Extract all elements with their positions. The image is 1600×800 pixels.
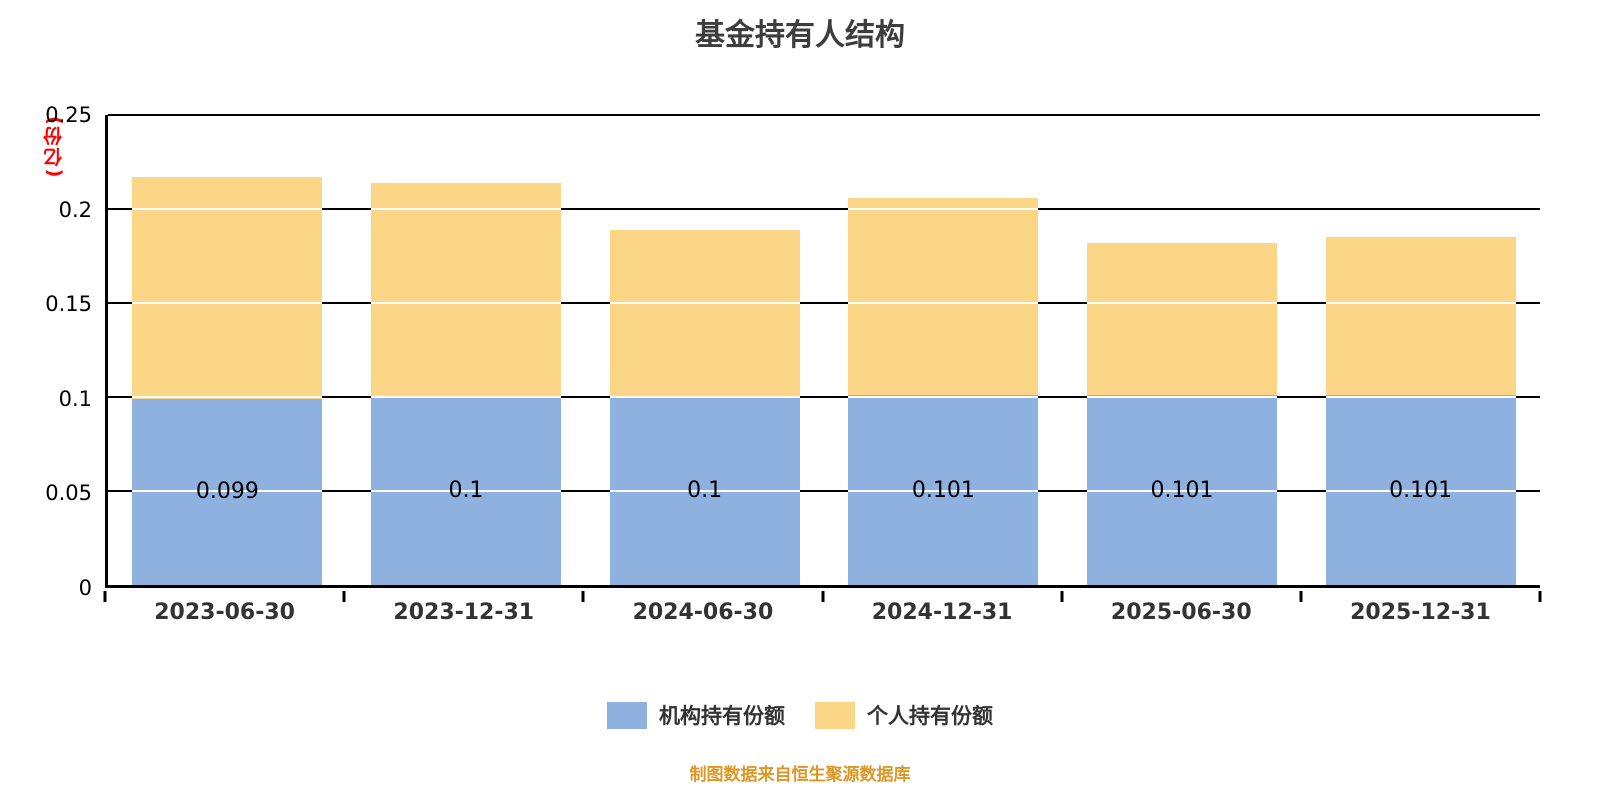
gridline-overlay <box>371 208 561 211</box>
gridline-overlay <box>609 302 800 305</box>
gridline-overlay <box>132 302 323 305</box>
legend-label-personal: 个人持有份额 <box>867 704 993 728</box>
x-category-label: 2023-06-30 <box>154 600 295 625</box>
gridline <box>108 490 1540 492</box>
bar-value-label: 0.101 <box>911 477 975 503</box>
bar-segment-personal[interactable] <box>371 182 561 397</box>
gridline-overlay <box>1325 490 1516 493</box>
y-tick-label: 0.25 <box>45 103 92 127</box>
x-category-label: 2024-06-30 <box>632 600 774 625</box>
y-tick-label: 0.15 <box>45 292 92 317</box>
plot-area: 0.099 0.1 0.1 0.101 0.101 0.101 <box>105 114 1540 588</box>
bar-stack[interactable]: 0.099 <box>132 177 323 585</box>
y-tick-label: 0.2 <box>58 197 92 222</box>
data-source-caption: 制图数据来自恒生聚源数据库 <box>689 765 911 785</box>
x-tick-mark <box>103 591 107 602</box>
x-category-label: 2023-12-31 <box>393 600 535 625</box>
y-axis-labels: 0 0.05 0.1 0.15 0.2 0.25 <box>0 103 92 600</box>
gridline <box>108 302 1540 304</box>
gridline-overlay <box>848 396 1039 399</box>
gridline <box>108 396 1540 398</box>
x-category-label: 2025-06-30 <box>1110 600 1252 625</box>
gridline-overlay <box>1087 302 1277 305</box>
legend-swatch-personal-icon <box>815 701 855 729</box>
gridline-overlay <box>1325 302 1516 305</box>
y-tick-label: 0 <box>78 576 92 600</box>
gridline-overlay <box>609 490 800 493</box>
legend-item-personal[interactable]: 个人持有份额 <box>815 700 993 730</box>
gridline-overlay <box>848 208 1039 211</box>
gridline-overlay <box>1087 396 1277 399</box>
legend-item-institution[interactable]: 机构持有份额 <box>607 700 785 730</box>
bar-stack[interactable]: 0.1 <box>609 229 800 585</box>
gridline-overlay <box>132 208 323 211</box>
x-axis-ticks <box>103 591 1542 603</box>
bar-stack[interactable]: 0.101 <box>1325 237 1516 585</box>
bar-value-label: 0.1 <box>448 478 484 504</box>
bar-segment-personal[interactable] <box>609 229 800 397</box>
bar-value-label: 0.101 <box>1150 477 1214 503</box>
gridline-overlay <box>1325 396 1516 399</box>
gridline-overlay <box>132 396 323 399</box>
y-tick-label: 0.1 <box>58 386 92 411</box>
gridline <box>108 114 1540 116</box>
bar-segment-personal[interactable] <box>1325 237 1516 396</box>
legend: 机构持有份额 个人持有份额 <box>0 700 1600 730</box>
x-tick-mark <box>821 591 824 602</box>
gridline-overlay <box>371 396 561 399</box>
bar-segment-personal[interactable] <box>1087 242 1277 396</box>
bar-stack[interactable]: 0.101 <box>1087 242 1277 585</box>
bar-segment-personal[interactable] <box>132 177 323 399</box>
x-tick-mark <box>581 591 585 602</box>
x-tick-mark <box>1060 591 1064 602</box>
x-category-label: 2024-12-31 <box>871 600 1013 625</box>
bar-stack[interactable]: 0.1 <box>371 182 561 585</box>
gridline-overlay <box>1087 490 1277 493</box>
bar-value-label: 0.1 <box>687 478 723 504</box>
gridline-overlay <box>848 302 1039 305</box>
x-category-label: 2025-12-31 <box>1350 600 1491 625</box>
x-tick-mark <box>342 591 346 602</box>
legend-label-institution: 机构持有份额 <box>659 704 785 728</box>
x-axis-labels: 2023-06-30 2023-12-31 2024-06-30 2024-12-31… <box>105 600 1540 625</box>
bar-value-label: 0.099 <box>195 479 259 505</box>
gridline-overlay <box>609 396 800 399</box>
gridline-overlay <box>371 302 561 305</box>
gridline-overlay <box>371 490 561 493</box>
chart-title: 基金持有人结构 <box>695 18 905 53</box>
x-tick-mark <box>1299 591 1303 602</box>
legend-swatch-institution-icon <box>607 701 647 729</box>
gridline-overlay <box>132 490 323 493</box>
bar-value-label: 0.101 <box>1389 477 1453 503</box>
x-tick-mark <box>1538 591 1542 602</box>
bar-stack[interactable]: 0.101 <box>848 197 1039 585</box>
gridline-overlay <box>848 490 1039 493</box>
gridline <box>108 208 1540 210</box>
bar-segment-personal[interactable] <box>848 197 1039 396</box>
y-tick-label: 0.05 <box>45 481 92 506</box>
